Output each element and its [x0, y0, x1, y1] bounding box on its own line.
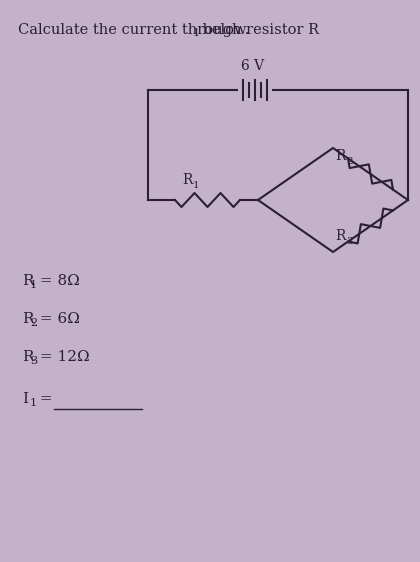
Text: =: = [35, 392, 58, 406]
Text: 1: 1 [193, 181, 199, 190]
Text: R: R [22, 274, 34, 288]
Text: R: R [22, 350, 34, 364]
Text: R: R [22, 312, 34, 326]
Text: R: R [335, 149, 346, 163]
Text: Calculate the current through resistor R: Calculate the current through resistor R [18, 23, 319, 37]
Text: = 12Ω: = 12Ω [35, 350, 89, 364]
Text: below.: below. [198, 23, 249, 37]
Text: 2: 2 [30, 319, 37, 329]
Text: 2: 2 [346, 157, 353, 166]
Text: I: I [22, 392, 28, 406]
Text: R: R [335, 229, 346, 243]
Text: 3: 3 [30, 356, 37, 366]
Text: 1: 1 [193, 28, 200, 38]
Text: = 8Ω: = 8Ω [35, 274, 80, 288]
Text: = 6Ω: = 6Ω [35, 312, 80, 326]
Text: R: R [182, 173, 192, 187]
Text: 6 V: 6 V [241, 59, 265, 73]
Text: 1: 1 [30, 280, 37, 291]
Text: 3: 3 [346, 237, 353, 246]
Text: 1: 1 [30, 398, 37, 409]
